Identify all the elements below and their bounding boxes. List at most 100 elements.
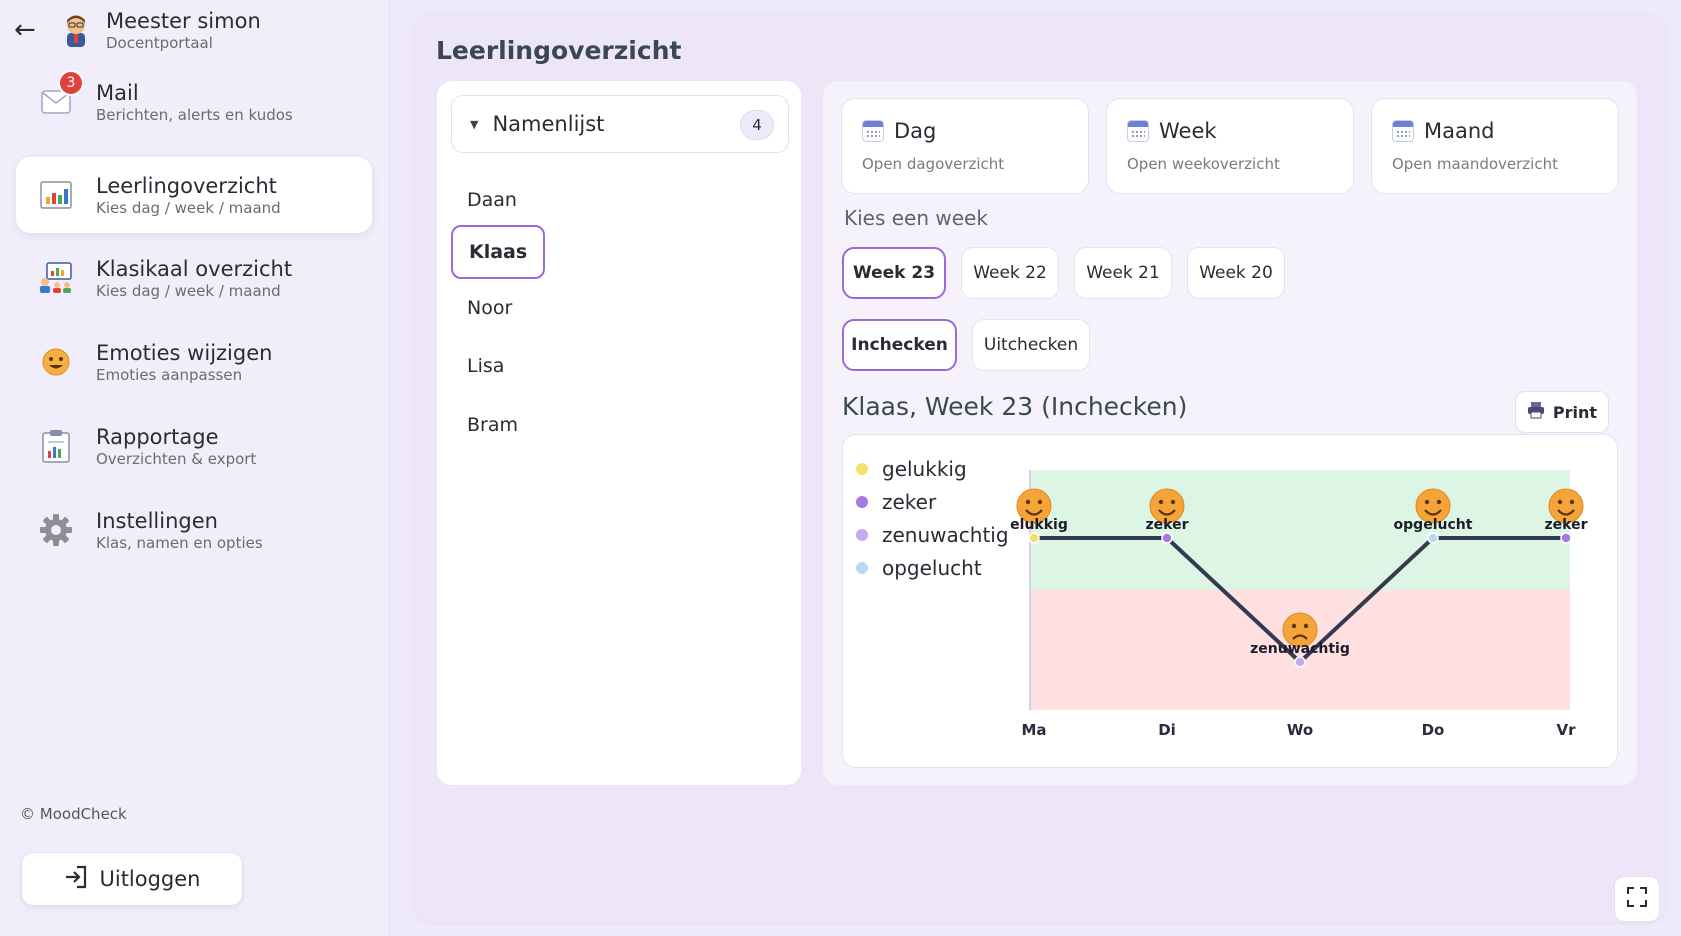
clipboard-icon (36, 426, 76, 466)
period-subtitle: Open dagoverzicht (862, 155, 1005, 173)
period-title: Maand (1424, 119, 1495, 143)
point-label: gelukkig (1010, 517, 1068, 533)
legend-dot (856, 462, 868, 475)
period-week-button[interactable]: Week Open weekoverzicht (1106, 98, 1354, 194)
x-tick-label: Di (1158, 721, 1176, 739)
chart-heading: Klaas, Week 23 (Inchecken) (842, 392, 1188, 421)
names-list-title: Namenlijst (492, 112, 605, 136)
positive-zone (1030, 470, 1570, 590)
profile: ← Meester simon Docentportaal (14, 8, 261, 52)
student-item-daan[interactable]: Daan (467, 189, 517, 211)
week-picker-label: Kies een week (844, 206, 988, 230)
x-tick-label: Vr (1556, 721, 1576, 739)
page-title: Leerlingoverzicht (436, 36, 682, 65)
smiling-face-icon (1149, 488, 1185, 524)
legend-item: gelukkig (856, 452, 1009, 485)
nav-title: Emoties wijzigen (96, 340, 273, 365)
back-arrow-icon[interactable]: ← (14, 15, 36, 45)
mail-icon: 3 (36, 70, 84, 122)
printer-icon (1527, 401, 1545, 423)
legend-dot (856, 528, 868, 541)
sidebar: ← Meester simon Docentportaal 3 Mail Ber… (0, 0, 390, 936)
nav-subtitle: Emoties aanpassen (96, 365, 243, 384)
negative-zone (1030, 590, 1570, 710)
logout-label: Uitloggen (99, 867, 201, 891)
fullscreen-icon (1626, 886, 1648, 912)
nav-subtitle: Kies dag / week / maand (96, 198, 281, 217)
emoji-icon (36, 342, 76, 382)
x-tick-label: Do (1422, 721, 1445, 739)
calendar-icon (1127, 120, 1149, 142)
nav-item-instellingen[interactable]: Instellingen Klas, namen en opties (16, 492, 372, 568)
smiling-face-icon (1016, 488, 1052, 524)
student-item-bram[interactable]: Bram (467, 414, 518, 436)
copyright: © MoodCheck (20, 805, 127, 823)
smiling-face-icon (1548, 488, 1584, 524)
names-list-toggle[interactable]: ▼ Namenlijst 4 (451, 95, 789, 153)
nav-item-klasikaal-overzicht[interactable]: Klasikaal overzicht Kies dag / week / ma… (16, 240, 372, 316)
x-tick-label: Ma (1021, 721, 1046, 739)
point-marker (1294, 656, 1306, 668)
period-month-button[interactable]: Maand Open maandoverzicht (1371, 98, 1619, 194)
mood-point-wo: zenuwachtig (1250, 612, 1350, 668)
chart-legend: gelukkig zeker zenuwachtig opgelucht (856, 452, 1009, 584)
week-22-button[interactable]: Week 22 (961, 247, 1059, 299)
profile-subtitle: Docentportaal (106, 34, 213, 52)
nav-item-leerlingoverzicht[interactable]: Leerlingoverzicht Kies dag / week / maan… (16, 157, 372, 233)
nav-item-mail[interactable]: 3 Mail Berichten, alerts en kudos (16, 64, 372, 140)
period-subtitle: Open weekoverzicht (1127, 155, 1280, 173)
student-item-noor[interactable]: Noor (467, 297, 513, 319)
logout-button[interactable]: Uitloggen (21, 852, 243, 906)
print-button[interactable]: Print (1515, 391, 1609, 433)
fullscreen-button[interactable] (1614, 876, 1660, 922)
legend-label: opgelucht (882, 555, 982, 580)
point-label: opgelucht (1394, 517, 1473, 533)
x-tick-label: Wo (1287, 721, 1313, 739)
point-label: zenuwachtig (1250, 641, 1350, 657)
period-title: Week (1159, 119, 1217, 143)
point-label: zeker (1545, 517, 1588, 533)
calendar-icon (1392, 120, 1414, 142)
period-title: Dag (894, 119, 937, 143)
smiling-face-icon (1415, 488, 1451, 524)
logout-icon (63, 864, 89, 895)
nav-title: Instellingen (96, 508, 218, 533)
legend-label: gelukkig (882, 456, 967, 481)
checkin-button[interactable]: Inchecken (842, 319, 957, 371)
calendar-icon (862, 120, 884, 142)
nav-title: Rapportage (96, 424, 219, 449)
legend-item: opgelucht (856, 551, 1009, 584)
mood-point-do: opgelucht (1394, 488, 1473, 544)
nav-item-emoties-wijzigen[interactable]: Emoties wijzigen Emoties aanpassen (16, 324, 372, 400)
mood-point-ma: gelukkig (1010, 488, 1068, 544)
nav-subtitle: Kies dag / week / maand (96, 281, 281, 300)
point-marker (1028, 532, 1040, 544)
nav-title: Leerlingoverzicht (96, 173, 277, 198)
legend-label: zenuwachtig (882, 522, 1009, 547)
period-subtitle: Open maandoverzicht (1392, 155, 1558, 173)
nav-item-rapportage[interactable]: Rapportage Overzichten & export (16, 408, 372, 484)
week-21-button[interactable]: Week 21 (1074, 247, 1172, 299)
legend-item: zeker (856, 485, 1009, 518)
week-23-button[interactable]: Week 23 (842, 247, 946, 299)
student-item-klaas[interactable]: Klaas (451, 225, 546, 279)
point-marker (1560, 532, 1572, 544)
teacher-avatar-icon (54, 8, 98, 52)
week-20-button[interactable]: Week 20 (1187, 247, 1285, 299)
class-icon (36, 258, 76, 298)
mood-line-chart: gelukkig zeker zenuwachtig opgelucht zeker Ma… (1010, 470, 1588, 739)
period-day-button[interactable]: Dag Open dagoverzicht (841, 98, 1089, 194)
legend-dot (856, 561, 868, 574)
legend-label: zeker (882, 489, 937, 514)
print-label: Print (1552, 402, 1598, 422)
mood-point-di: zeker (1146, 488, 1189, 544)
point-label: zeker (1146, 517, 1189, 533)
names-count-badge: 4 (740, 110, 774, 140)
nav-subtitle: Klas, namen en opties (96, 533, 263, 552)
legend-dot (856, 495, 868, 508)
nav-title: Mail (96, 80, 139, 105)
checkout-button[interactable]: Uitchecken (972, 319, 1090, 371)
student-item-lisa[interactable]: Lisa (467, 355, 505, 377)
nav-subtitle: Berichten, alerts en kudos (96, 105, 293, 124)
nav-title: Klasikaal overzicht (96, 256, 293, 281)
